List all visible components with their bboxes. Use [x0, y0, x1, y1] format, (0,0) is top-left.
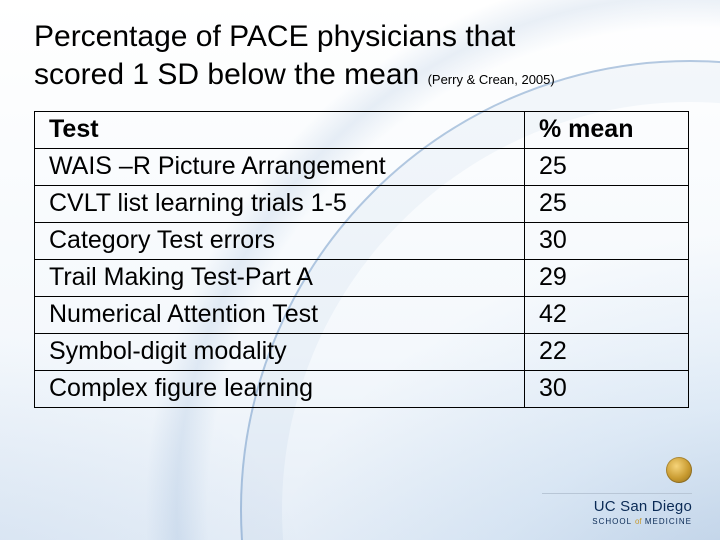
- school-of: of: [635, 517, 642, 526]
- school-name: SCHOOL of MEDICINE: [542, 517, 692, 526]
- table-header-mean: % mean: [525, 112, 689, 149]
- table-cell-value: 25: [525, 149, 689, 186]
- seal-icon: [666, 457, 692, 483]
- table-row: WAIS –R Picture Arrangement 25: [35, 149, 689, 186]
- table-row: Category Test errors 30: [35, 223, 689, 260]
- table-cell-test: CVLT list learning trials 1-5: [35, 186, 525, 223]
- table-cell-value: 25: [525, 186, 689, 223]
- table-row: Trail Making Test-Part A 29: [35, 260, 689, 297]
- table-cell-test: Symbol-digit modality: [35, 334, 525, 371]
- table-cell-value: 30: [525, 223, 689, 260]
- results-table: Test % mean WAIS –R Picture Arrangement …: [34, 111, 689, 408]
- title-line-1: Percentage of PACE physicians that: [34, 20, 515, 53]
- table-cell-value: 42: [525, 297, 689, 334]
- table-row: Numerical Attention Test 42: [35, 297, 689, 334]
- table-row: Complex figure learning 30: [35, 371, 689, 408]
- table-cell-test: Numerical Attention Test: [35, 297, 525, 334]
- institution-name: UC San Diego: [542, 498, 692, 515]
- table-cell-value: 22: [525, 334, 689, 371]
- table-row: Symbol-digit modality 22: [35, 334, 689, 371]
- school-suffix: MEDICINE: [645, 517, 692, 526]
- table-cell-value: 29: [525, 260, 689, 297]
- table-cell-test: Trail Making Test-Part A: [35, 260, 525, 297]
- table-header-test: Test: [35, 112, 525, 149]
- slide-title: Percentage of PACE physicians that score…: [34, 18, 686, 93]
- logo-divider: [542, 493, 692, 494]
- table-cell-test: Category Test errors: [35, 223, 525, 260]
- table-header-row: Test % mean: [35, 112, 689, 149]
- title-line-2: scored 1 SD below the mean: [34, 58, 419, 91]
- table-cell-test: WAIS –R Picture Arrangement: [35, 149, 525, 186]
- table-row: CVLT list learning trials 1-5 25: [35, 186, 689, 223]
- school-prefix: SCHOOL: [592, 517, 632, 526]
- institution-logo: UC San Diego SCHOOL of MEDICINE: [542, 457, 692, 526]
- slide-content: Percentage of PACE physicians that score…: [0, 0, 720, 408]
- table-cell-value: 30: [525, 371, 689, 408]
- table-cell-test: Complex figure learning: [35, 371, 525, 408]
- title-citation: (Perry & Crean, 2005): [428, 72, 555, 87]
